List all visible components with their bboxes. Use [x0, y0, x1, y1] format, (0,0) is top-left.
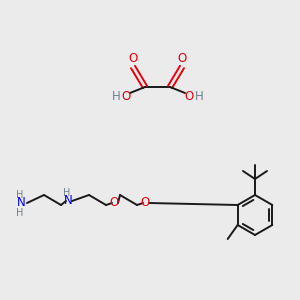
Text: N: N: [64, 194, 72, 208]
Text: H: H: [112, 91, 120, 103]
Text: O: O: [128, 52, 138, 65]
Text: H: H: [195, 91, 203, 103]
Text: O: O: [140, 196, 150, 209]
Text: H: H: [16, 190, 24, 200]
Text: O: O: [122, 89, 130, 103]
Text: H: H: [16, 208, 24, 218]
Text: N: N: [16, 196, 26, 209]
Text: O: O: [184, 89, 194, 103]
Text: O: O: [177, 52, 187, 65]
Text: O: O: [110, 196, 118, 209]
Text: H: H: [63, 188, 71, 198]
